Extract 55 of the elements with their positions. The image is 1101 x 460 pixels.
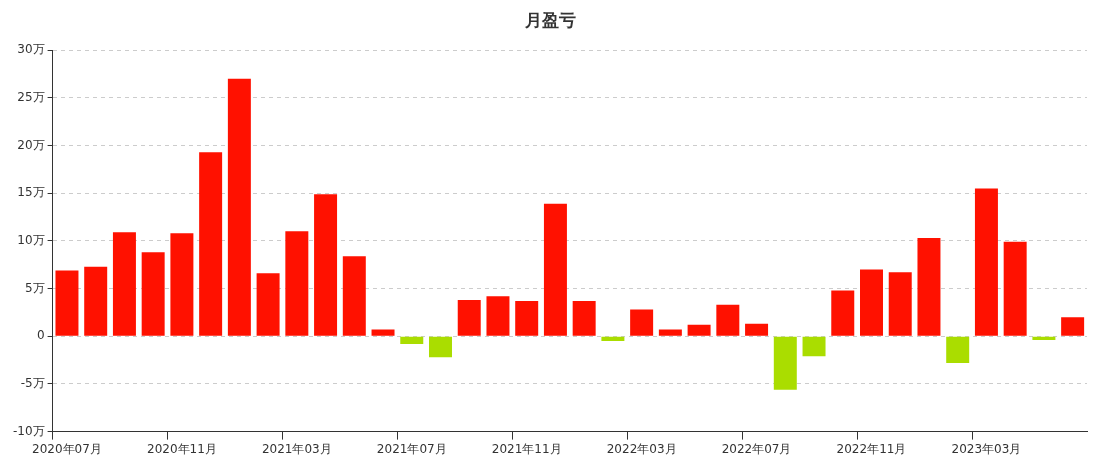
bar [55, 270, 79, 336]
bar [917, 238, 941, 336]
bar [285, 231, 309, 336]
bar [687, 324, 711, 336]
x-tick-label: 2020年11月 [146, 441, 217, 456]
chart-title: 月盈亏 [524, 9, 577, 32]
y-tick-label: -10万 [12, 423, 45, 438]
bar [371, 329, 395, 336]
x-tick-label: 2022年11月 [836, 441, 907, 456]
y-tick-label: 30万 [17, 42, 45, 57]
x-tick-label: 2020年07月 [32, 441, 102, 456]
x-tick-label: 2021年11月 [491, 441, 562, 456]
y-tick-label: 0 [36, 328, 45, 343]
bar [572, 300, 596, 336]
bar [658, 329, 682, 336]
bar [946, 336, 970, 363]
bar [400, 336, 424, 344]
y-tick-label: 20万 [17, 137, 45, 152]
y-tick-label: 10万 [17, 233, 45, 248]
bar [314, 194, 338, 336]
bar [112, 232, 136, 336]
bar [630, 309, 654, 336]
bar [84, 266, 108, 336]
bar [486, 296, 510, 336]
bar [601, 336, 625, 342]
bar [831, 290, 855, 336]
bar [342, 256, 366, 336]
bar [543, 203, 567, 336]
x-tick-label: 2021年03月 [261, 441, 332, 456]
bar [974, 188, 998, 336]
bar [1003, 241, 1027, 336]
bar [227, 78, 251, 336]
bar [199, 152, 223, 336]
x-tick-label: 2023年03月 [951, 441, 1022, 456]
bar [141, 252, 165, 336]
bar [802, 336, 826, 357]
bar [745, 323, 769, 336]
bar [860, 269, 883, 336]
bar [256, 273, 280, 336]
bar [457, 300, 481, 336]
bar [1061, 317, 1085, 336]
bar [888, 272, 912, 336]
x-tick-label: 2022年03月 [606, 441, 677, 456]
bar [429, 336, 452, 358]
y-tick-label: 5万 [24, 280, 45, 295]
bar [515, 300, 539, 336]
bar [1032, 336, 1056, 341]
y-tick-label: 25万 [17, 90, 45, 104]
x-tick-label: 2021年07月 [376, 441, 447, 456]
bar [773, 336, 797, 390]
bar [170, 233, 194, 336]
bar [716, 304, 740, 336]
x-tick-label: 2022年07月 [721, 441, 792, 456]
y-tick-label: -5万 [20, 376, 45, 391]
y-tick-label: 15万 [17, 185, 45, 200]
